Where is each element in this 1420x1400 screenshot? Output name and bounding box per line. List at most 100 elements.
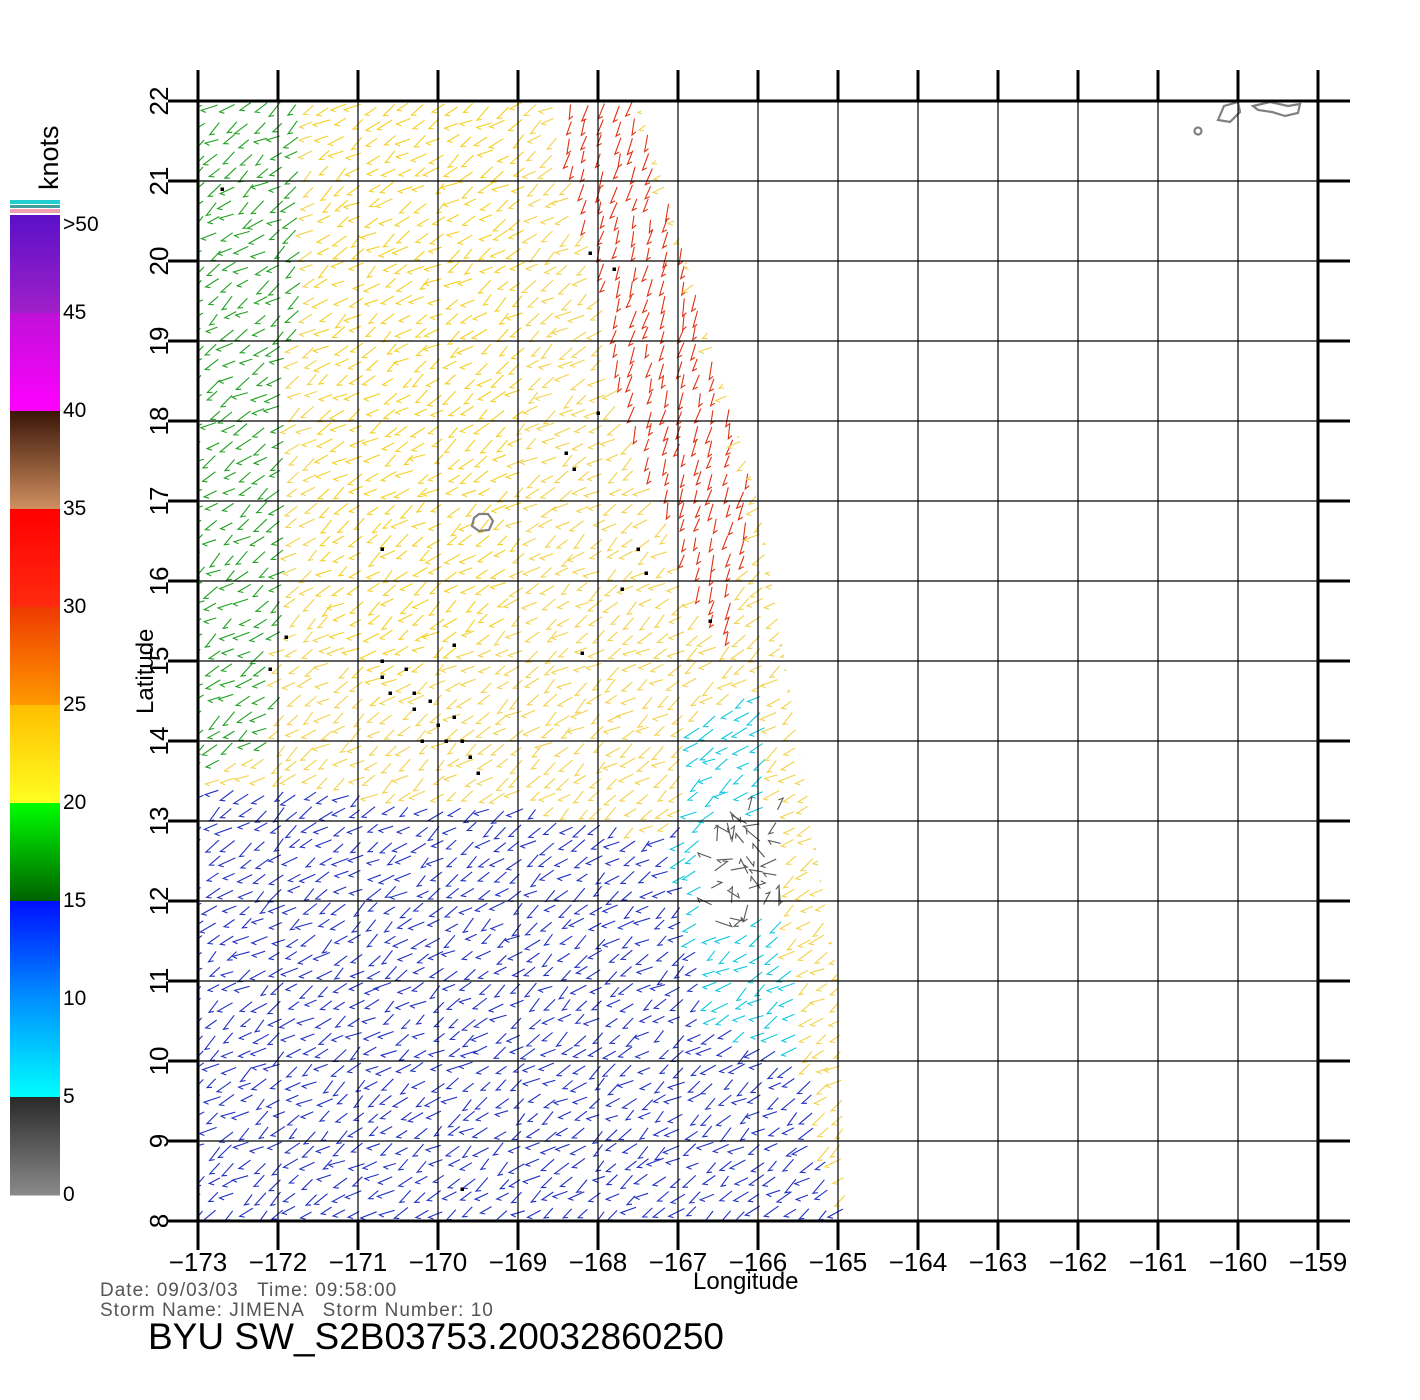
wind-barb bbox=[347, 325, 362, 333]
wind-barb bbox=[622, 856, 636, 867]
wind-barb bbox=[520, 709, 536, 719]
wind-barb bbox=[718, 778, 732, 794]
wind-barb bbox=[527, 827, 541, 839]
wind-barb bbox=[398, 1189, 412, 1203]
wind-barb bbox=[427, 523, 442, 532]
wind-barb bbox=[594, 938, 606, 950]
wind-barb bbox=[286, 1114, 300, 1126]
wind-barb bbox=[250, 408, 265, 416]
wind-barb bbox=[525, 150, 536, 162]
wind-barb bbox=[240, 758, 254, 767]
wind-barb bbox=[669, 998, 684, 1012]
wind-barb bbox=[220, 1066, 237, 1076]
wind-barb bbox=[302, 711, 314, 726]
wind-barb bbox=[730, 863, 749, 871]
wind-barb bbox=[646, 471, 652, 485]
wind-barb bbox=[721, 473, 728, 487]
wind-barb bbox=[198, 104, 203, 113]
wind-barb bbox=[589, 310, 603, 321]
wind-barb bbox=[414, 1209, 429, 1220]
wind-barb bbox=[829, 106, 843, 118]
wind-barb bbox=[424, 1144, 441, 1153]
wind-barb bbox=[259, 901, 270, 914]
wind-barb bbox=[443, 106, 458, 117]
wind-barb bbox=[394, 469, 414, 479]
wind-barb bbox=[621, 1098, 637, 1110]
wind-barb bbox=[233, 985, 250, 994]
wind-barb bbox=[445, 874, 459, 887]
wind-barb bbox=[363, 986, 380, 996]
wind-barb bbox=[666, 887, 683, 895]
wind-barb bbox=[826, 395, 842, 408]
wind-barb bbox=[540, 1017, 555, 1026]
wind-barb bbox=[412, 203, 427, 214]
wind-barb bbox=[283, 150, 298, 160]
wind-barb bbox=[339, 742, 350, 753]
wind-barb bbox=[382, 1013, 395, 1025]
wind-barb bbox=[795, 825, 811, 837]
wind-barb bbox=[231, 1141, 249, 1150]
wind-barb bbox=[557, 839, 573, 851]
wind-barb bbox=[811, 922, 824, 938]
wind-barb bbox=[250, 1078, 267, 1091]
wind-barb bbox=[263, 393, 281, 404]
wind-barb bbox=[667, 1016, 681, 1024]
longitude-tick-labels: −173 −172 −171 −170 −169 −168 −167 −166 −165 −164… bbox=[169, 1247, 1348, 1277]
wind-barb bbox=[616, 1079, 634, 1089]
wind-barb bbox=[269, 982, 284, 995]
wind-barb bbox=[684, 1130, 698, 1141]
wind-barb bbox=[765, 297, 781, 310]
wind-barb bbox=[809, 792, 824, 806]
wind-barb bbox=[313, 682, 329, 690]
wind-barb bbox=[421, 166, 440, 178]
wind-barb bbox=[714, 150, 729, 161]
wind-barb bbox=[443, 374, 456, 385]
wind-barb bbox=[395, 230, 410, 244]
wind-barb bbox=[411, 536, 424, 547]
wind-barb bbox=[477, 519, 490, 534]
wind-barb bbox=[334, 1112, 348, 1123]
wind-barb bbox=[667, 139, 681, 146]
wind-barb bbox=[814, 903, 828, 912]
wind-barb bbox=[675, 361, 683, 380]
wind-barb bbox=[368, 197, 380, 208]
wind-barb bbox=[287, 1174, 299, 1184]
wind-barb bbox=[236, 583, 252, 594]
wind-barb bbox=[604, 1193, 620, 1202]
wind-barb bbox=[799, 618, 812, 634]
wind-barb bbox=[427, 154, 444, 165]
wind-barb bbox=[219, 808, 232, 819]
wind-barb bbox=[397, 792, 412, 802]
x-axis-title: Longitude bbox=[693, 1268, 798, 1295]
wind-barb bbox=[829, 266, 843, 276]
wind-barb bbox=[284, 329, 297, 341]
wind-barb bbox=[219, 1111, 236, 1119]
wind-barb bbox=[697, 646, 716, 656]
wind-barb bbox=[689, 778, 701, 793]
wind-barb bbox=[794, 871, 808, 881]
longitude-tick-label: −162 bbox=[1049, 1247, 1108, 1277]
wind-barb bbox=[685, 1206, 697, 1217]
rain-flag bbox=[580, 651, 584, 655]
wind-barb bbox=[554, 567, 569, 576]
wind-barb bbox=[800, 1001, 813, 1012]
wind-barb bbox=[231, 631, 250, 641]
wind-barb bbox=[330, 587, 344, 597]
wind-barb bbox=[412, 134, 426, 148]
wind-barb bbox=[619, 870, 635, 884]
wind-barb bbox=[667, 123, 684, 135]
wind-barb bbox=[833, 1195, 846, 1207]
wind-barb bbox=[554, 1127, 568, 1137]
wind-barb bbox=[796, 311, 808, 327]
wind-barb bbox=[299, 1033, 315, 1042]
wind-barb bbox=[746, 119, 763, 129]
wind-barb bbox=[504, 502, 522, 511]
wind-barb bbox=[767, 1127, 780, 1137]
wind-barb bbox=[201, 1063, 220, 1073]
wind-barb bbox=[667, 631, 685, 641]
legend-cap-teal bbox=[10, 205, 60, 208]
wind-barb bbox=[440, 1096, 458, 1105]
wind-barb bbox=[475, 776, 493, 787]
wind-barb bbox=[318, 535, 331, 547]
wind-barb bbox=[248, 536, 265, 547]
